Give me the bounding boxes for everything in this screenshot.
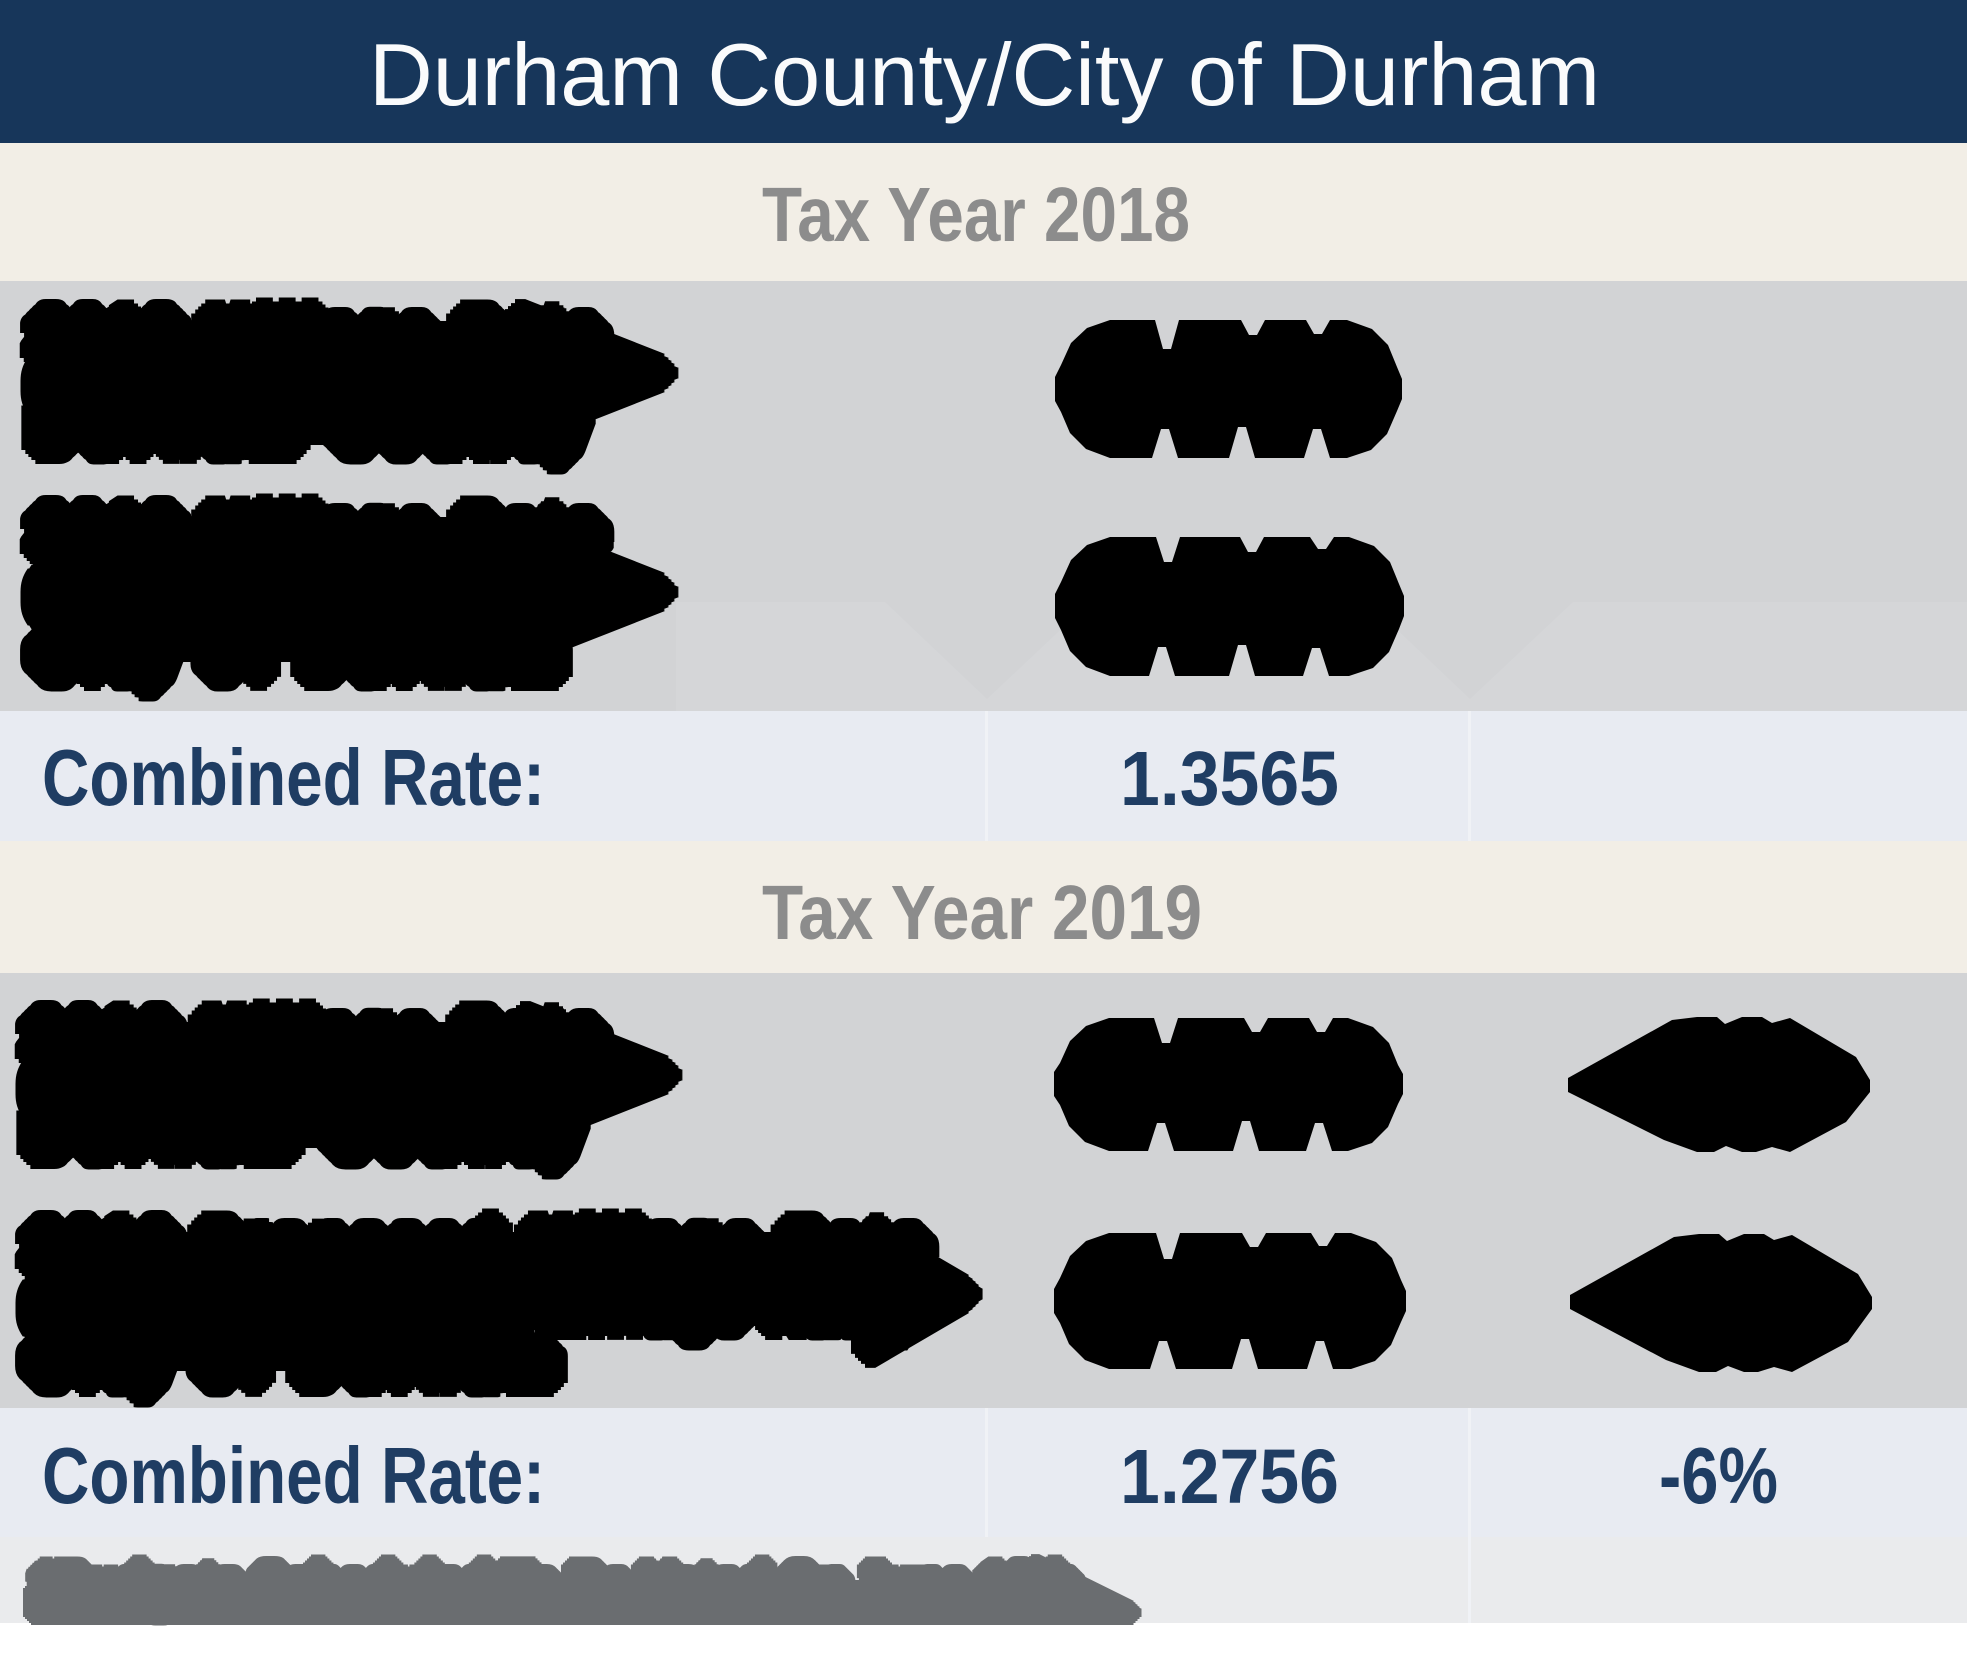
svg-text:Tax Year 2019: Tax Year 2019: [762, 870, 1202, 956]
svg-text:1.3565: 1.3565: [1120, 736, 1339, 822]
svg-text:Durham County/City of Durham: Durham County/City of Durham: [369, 25, 1600, 124]
svg-text:Combined Rate:: Combined Rate:: [42, 1431, 545, 1520]
svg-text:-6%: -6%: [1659, 1431, 1778, 1520]
svg-text:Combined Rate:: Combined Rate:: [42, 733, 545, 822]
svg-text:1.2756: 1.2756: [1120, 1434, 1339, 1520]
svg-text:Tax Year 2018: Tax Year 2018: [762, 172, 1190, 258]
